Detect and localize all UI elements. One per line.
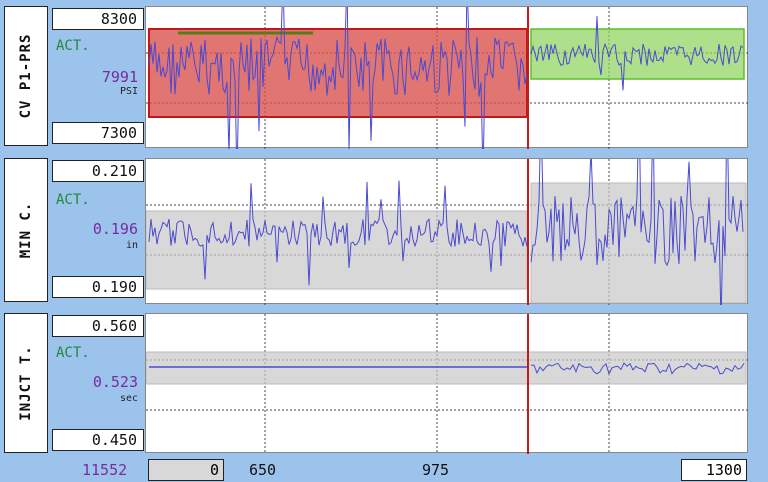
- act-value: 0.196: [92, 220, 138, 238]
- panel-label-box: MIN C.: [4, 158, 48, 302]
- min-value-box[interactable]: 0.190: [52, 276, 144, 298]
- shot-count: 11552: [82, 461, 128, 479]
- tolerance-band: [146, 351, 747, 385]
- plot-area[interactable]: [145, 6, 749, 149]
- panel-cv-p1-prs: CV P1-PRS 8300 ACT. 7991 PSI 7300: [4, 6, 760, 154]
- act-value: 0.523: [92, 373, 138, 391]
- act-unit: PSI: [119, 86, 138, 97]
- trend-graph: [146, 7, 749, 149]
- max-value-box[interactable]: 8300: [52, 8, 144, 30]
- trace-line: [148, 7, 528, 149]
- act-value: 7991: [101, 68, 138, 86]
- target-zone: [530, 28, 745, 80]
- panel-label-box: CV P1-PRS: [4, 6, 48, 146]
- tick-label-975: 975: [422, 461, 450, 479]
- min-value-box[interactable]: 0.450: [52, 429, 144, 451]
- panel-injct-t: INJCT T. 0.560 ACT. 0.523 sec 0.450: [4, 313, 760, 458]
- trend-graph: [146, 159, 749, 305]
- trace-line: [530, 362, 745, 376]
- act-label: ACT.: [56, 192, 90, 208]
- trend-graph: [146, 314, 749, 454]
- plot-area[interactable]: [145, 313, 749, 454]
- tolerance-band: [146, 210, 528, 290]
- panel-label-box: INJCT T.: [4, 313, 48, 453]
- trace-line: [530, 16, 744, 91]
- max-value-box[interactable]: 0.560: [52, 315, 144, 337]
- act-label: ACT.: [56, 38, 90, 54]
- panel-label: CV P1-PRS: [18, 33, 34, 119]
- tick-label-650: 650: [249, 461, 277, 479]
- act-label: ACT.: [56, 345, 90, 361]
- range-start-box[interactable]: 0: [148, 459, 224, 481]
- panel-label: MIN C.: [18, 201, 34, 259]
- panel-label: INJCT T.: [18, 345, 34, 421]
- tolerance-band: [530, 182, 747, 304]
- range-end-box[interactable]: 1300: [681, 459, 747, 481]
- plot-area[interactable]: [145, 158, 749, 305]
- upper-limit-zone: [148, 28, 528, 118]
- max-value-box[interactable]: 0.210: [52, 160, 144, 182]
- act-unit: in: [125, 240, 138, 251]
- min-value-box[interactable]: 7300: [52, 122, 144, 144]
- trace-line: [530, 159, 744, 305]
- panel-min-c: MIN C. 0.210 ACT. 0.196 in 0.190: [4, 158, 760, 310]
- trace-line: [148, 180, 528, 286]
- act-unit: sec: [119, 393, 138, 404]
